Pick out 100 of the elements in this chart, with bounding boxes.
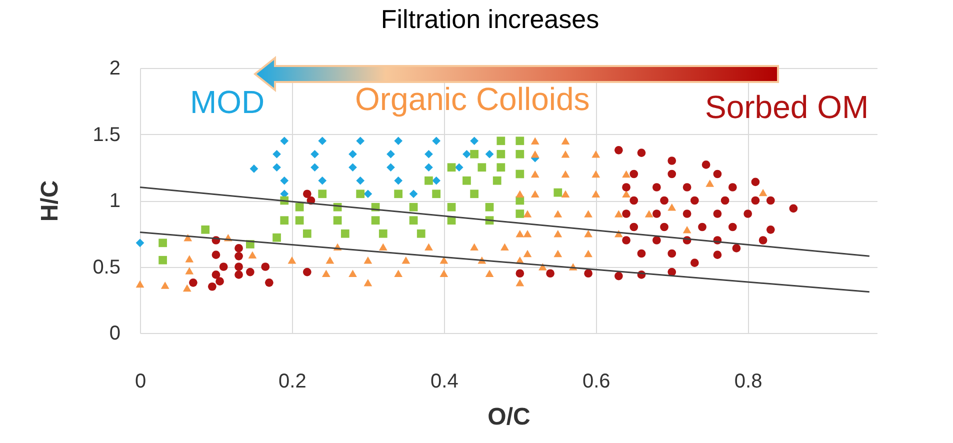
point [280,216,289,225]
series-label: Sorbed OM [705,89,869,125]
point [485,270,494,277]
point [523,250,532,258]
point [492,176,502,185]
point [554,188,562,197]
point [516,150,524,158]
point [530,170,540,178]
point [554,210,562,218]
series-label: MOD [190,84,265,120]
point [182,284,192,292]
point [272,163,281,172]
point [516,136,524,146]
point [318,190,327,198]
point [394,190,403,198]
x-tick-label: 0.2 [278,370,306,392]
point [440,270,448,277]
series-label: Organic Colloids [355,81,590,117]
point [158,238,167,248]
point [310,163,319,172]
point [496,163,506,172]
point [136,280,144,288]
point [758,188,768,196]
point [250,164,258,173]
text: Filtration increases [380,4,600,35]
y-tick-label: 0 [109,322,120,344]
point [424,176,433,185]
point [470,150,478,158]
point [454,163,464,172]
point [248,251,257,258]
point [584,230,592,238]
point [272,233,281,242]
point [280,136,289,146]
point [364,256,372,264]
point [530,190,540,198]
point [402,256,410,264]
point [136,238,144,248]
point [158,256,167,264]
point [394,136,403,146]
y-tick-label: 1 [109,190,120,212]
point [530,150,540,158]
point [185,255,194,262]
x-tick-label: 0.8 [734,370,762,392]
point [356,190,365,198]
point [644,210,654,218]
point [326,256,334,264]
point [462,176,471,185]
point [668,204,676,211]
point [432,190,441,198]
x-tick-label: 0 [134,370,146,392]
point [516,190,524,198]
point [348,150,357,158]
point [280,176,289,185]
y-tick-label: 0.5 [92,256,120,278]
point [592,190,600,198]
point [614,210,623,218]
point [496,150,506,158]
point [432,176,441,185]
point [516,279,524,286]
point [424,243,433,250]
point [523,210,532,218]
point [500,243,509,250]
point [470,190,478,198]
point [561,190,570,198]
point [447,163,456,172]
point [310,150,319,158]
point [432,136,441,146]
point [160,282,170,289]
point [622,190,630,198]
point [561,170,570,178]
point [409,216,418,225]
point [295,202,304,212]
point [364,279,372,286]
point [348,163,357,172]
point [516,230,524,238]
point [378,229,388,238]
point [470,243,478,250]
point [584,210,592,218]
point [561,150,570,158]
point [682,226,692,234]
point [348,270,357,277]
point [318,176,327,185]
point [478,163,486,172]
point [394,270,403,277]
point [516,210,524,218]
x-tick-label: 0.6 [582,370,610,392]
point [272,150,281,158]
point [322,270,330,277]
point [424,163,433,172]
point [530,137,540,144]
point [288,256,296,264]
point [356,176,365,185]
point [416,229,426,238]
point [185,267,194,274]
point [364,190,372,198]
point [554,230,562,238]
point [447,202,456,212]
point [340,229,350,238]
point [302,229,312,238]
point [378,243,388,250]
